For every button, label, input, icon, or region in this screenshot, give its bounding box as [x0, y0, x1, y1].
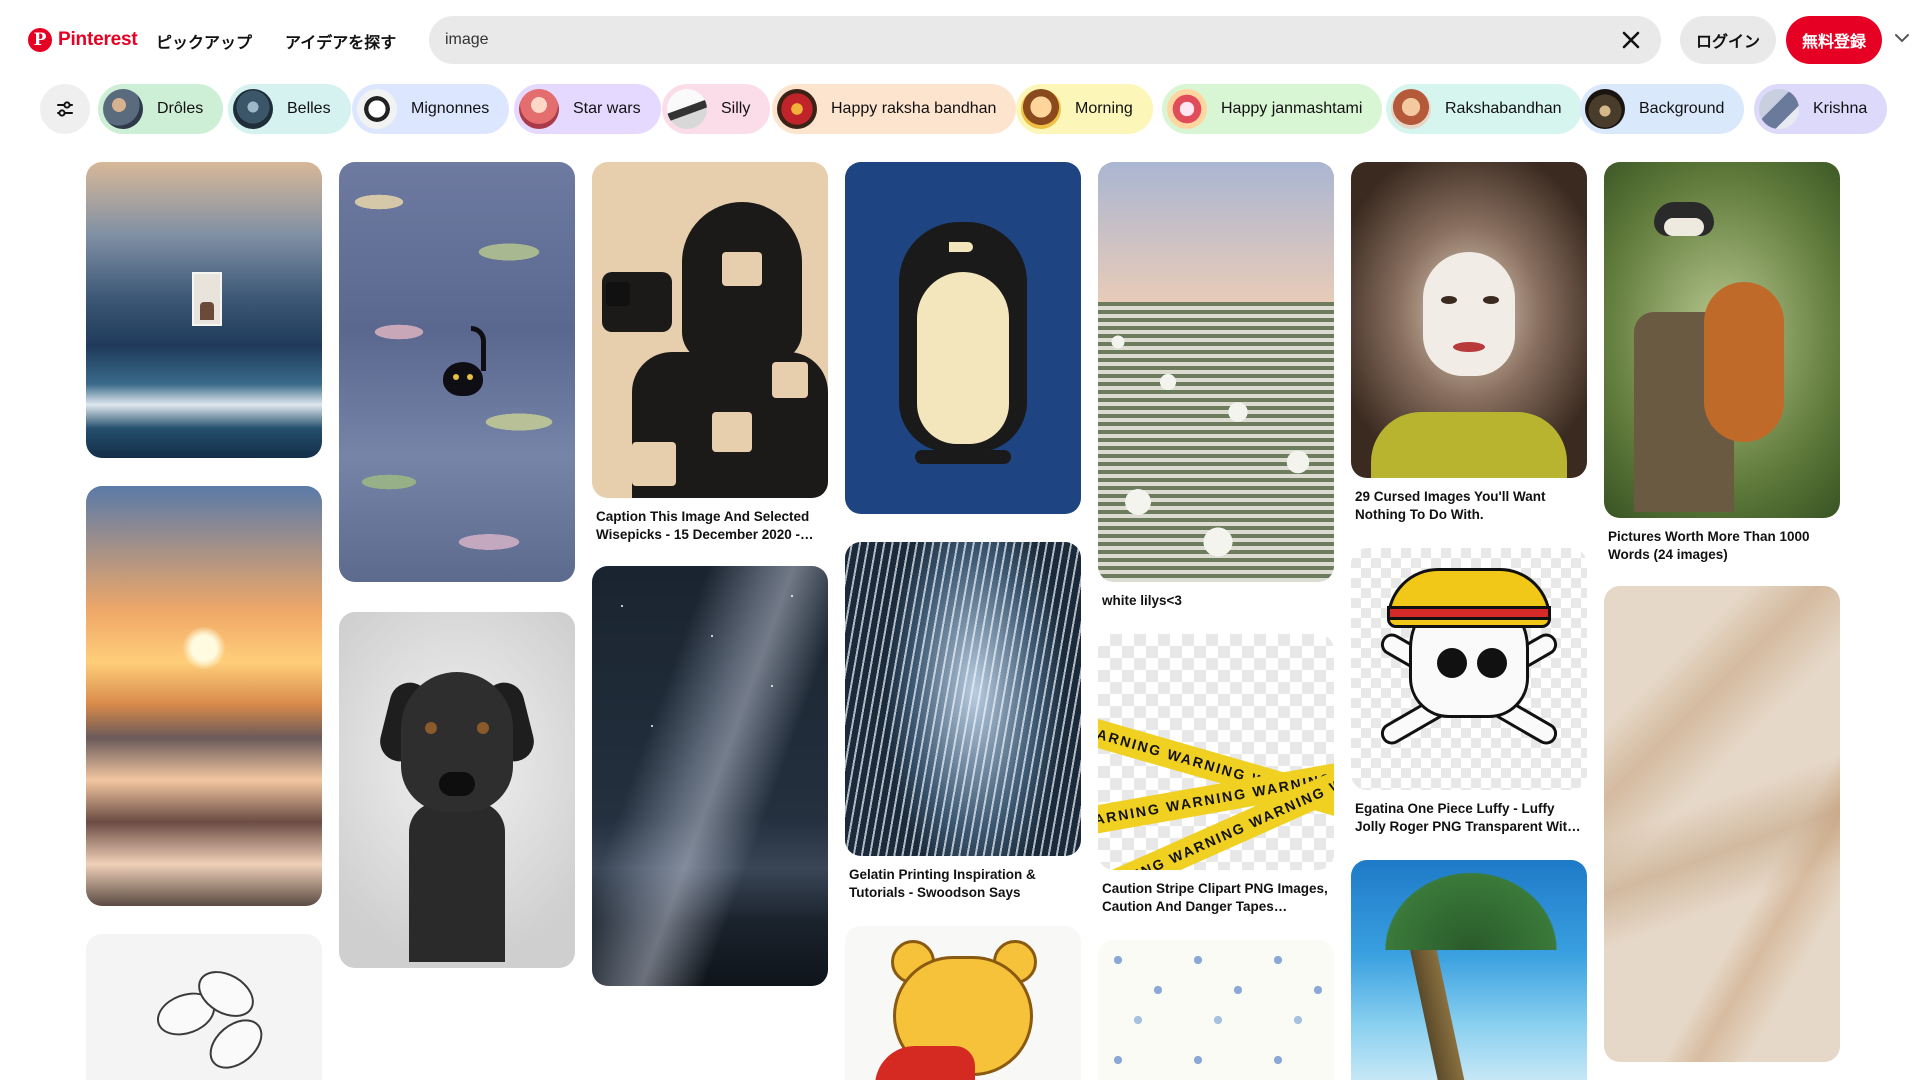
pin-card[interactable]: [86, 934, 322, 1080]
pin-card[interactable]: WARNING WARNING WARNING WARNING WARNING …: [1098, 634, 1334, 916]
chip-background[interactable]: Background: [1580, 84, 1745, 134]
chip-belles[interactable]: Belles: [228, 84, 351, 134]
chip-label: Morning: [1075, 100, 1133, 117]
chip-happy-raksha-bandhan[interactable]: Happy raksha bandhan: [772, 84, 1017, 134]
pin-title: white lilys<3: [1102, 593, 1182, 608]
pin-image: [592, 566, 828, 986]
chip-thumbnail: [233, 89, 273, 129]
pin-card[interactable]: Egatina One Piece Luffy - Luffy Jolly Ro…: [1351, 548, 1587, 836]
chevron-down-icon[interactable]: [1890, 26, 1914, 50]
pin-image: [1351, 162, 1587, 478]
pin-image: [845, 162, 1081, 514]
chip-label: Happy janmashtami: [1221, 100, 1363, 117]
nav-pickup[interactable]: ピックアップ: [156, 35, 253, 52]
pin-card[interactable]: [1351, 860, 1587, 1080]
pin-image: [1351, 860, 1587, 1080]
pin-card[interactable]: Gelatin Printing Inspiration & Tutorials…: [845, 542, 1081, 902]
chip-label: Silly: [721, 100, 751, 117]
chip-krishna[interactable]: Krishna: [1754, 84, 1888, 134]
pin-card[interactable]: Pictures Worth More Than 1000 Words (24 …: [1604, 162, 1840, 564]
pin-card[interactable]: [592, 566, 828, 986]
pin-image: [592, 162, 828, 498]
pin-card[interactable]: 29 Cursed Images You'll Want Nothing To …: [1351, 162, 1587, 524]
chip-thumbnail: [1021, 89, 1061, 129]
sliders-icon: [57, 101, 73, 117]
chip-label: Krishna: [1813, 100, 1868, 117]
chip-mignonnes[interactable]: Mignonnes: [352, 84, 510, 134]
chip-morning[interactable]: Morning: [1016, 84, 1153, 134]
pin-card[interactable]: [86, 162, 322, 458]
pin-card[interactable]: white lilys<3: [1098, 162, 1334, 610]
chip-thumbnail: [519, 89, 559, 129]
pin-card[interactable]: [339, 612, 575, 968]
pin-title: Gelatin Printing Inspiration & Tutorials…: [849, 867, 1036, 900]
pin-card[interactable]: [339, 162, 575, 582]
chip-thumbnail: [1759, 89, 1799, 129]
chip-label: Drôles: [157, 100, 204, 117]
pin-image: [339, 612, 575, 968]
pin-image: [1098, 940, 1334, 1080]
pin-card[interactable]: Caption This Image And Selected Wisepick…: [592, 162, 828, 544]
logo-text: Pinterest: [58, 29, 138, 50]
pin-title: 29 Cursed Images You'll Want Nothing To …: [1355, 489, 1546, 522]
pin-image: [86, 162, 322, 458]
pin-card[interactable]: [845, 926, 1081, 1080]
pinterest-logo[interactable]: Pinterest: [28, 28, 138, 52]
chip-star-wars[interactable]: Star wars: [514, 84, 661, 134]
chip-silly[interactable]: Silly: [662, 84, 771, 134]
filter-button[interactable]: [40, 84, 90, 134]
pin-title: Caption This Image And Selected Wisepick…: [596, 509, 810, 542]
pin-title: Pictures Worth More Than 1000 Words (24 …: [1608, 529, 1810, 562]
chip-thumbnail: [1391, 89, 1431, 129]
chip-thumbnail: [1585, 89, 1625, 129]
pin-card[interactable]: [1604, 586, 1840, 1062]
chip-happy-janmashtami[interactable]: Happy janmashtami: [1162, 84, 1383, 134]
header: Pinterest ピックアップ アイデアを探す ログイン 無料登録: [0, 0, 1920, 80]
pin-image: [1604, 586, 1840, 1062]
search-input[interactable]: [445, 31, 1617, 49]
login-button[interactable]: ログイン: [1680, 16, 1776, 64]
pin-image: [845, 542, 1081, 856]
chip-label: Rakshabandhan: [1445, 100, 1562, 117]
chip-label: Mignonnes: [411, 100, 490, 117]
pin-card[interactable]: [1098, 940, 1334, 1080]
pin-title: Caution Stripe Clipart PNG Images, Cauti…: [1102, 881, 1328, 914]
pin-image: [86, 934, 322, 1080]
chip-label: Happy raksha bandhan: [831, 100, 997, 117]
chip-thumbnail: [357, 89, 397, 129]
nav-explore-ideas[interactable]: アイデアを探す: [285, 35, 397, 52]
pin-image: [1098, 162, 1334, 582]
chip-thumbnail: [667, 89, 707, 129]
chip-thumbnail: [103, 89, 143, 129]
pin-title: Egatina One Piece Luffy - Luffy Jolly Ro…: [1355, 801, 1576, 834]
chip-label: Belles: [287, 100, 331, 117]
chip-rakshabandhan[interactable]: Rakshabandhan: [1386, 84, 1582, 134]
pin-image: [1604, 162, 1840, 518]
chip-label: Star wars: [573, 100, 641, 117]
pin-card[interactable]: [86, 486, 322, 906]
pin-image: [1351, 548, 1587, 790]
pin-image: [339, 162, 575, 582]
signup-button[interactable]: 無料登録: [1786, 16, 1882, 64]
chip-droles[interactable]: Drôles: [98, 84, 224, 134]
pinterest-logo-icon: [28, 28, 52, 52]
chip-thumbnail: [777, 89, 817, 129]
chip-label: Background: [1639, 100, 1725, 117]
search-bar: [429, 16, 1661, 64]
pin-card[interactable]: [845, 162, 1081, 514]
chip-thumbnail: [1167, 89, 1207, 129]
pin-image: WARNING WARNING WARNING WARNING WARNING …: [1098, 634, 1334, 870]
filter-chips-row: Drôles Belles Mignonnes Star wars Silly …: [40, 84, 1890, 134]
pin-image: [86, 486, 322, 906]
clear-search-icon[interactable]: [1617, 26, 1645, 54]
pin-image: [845, 926, 1081, 1080]
